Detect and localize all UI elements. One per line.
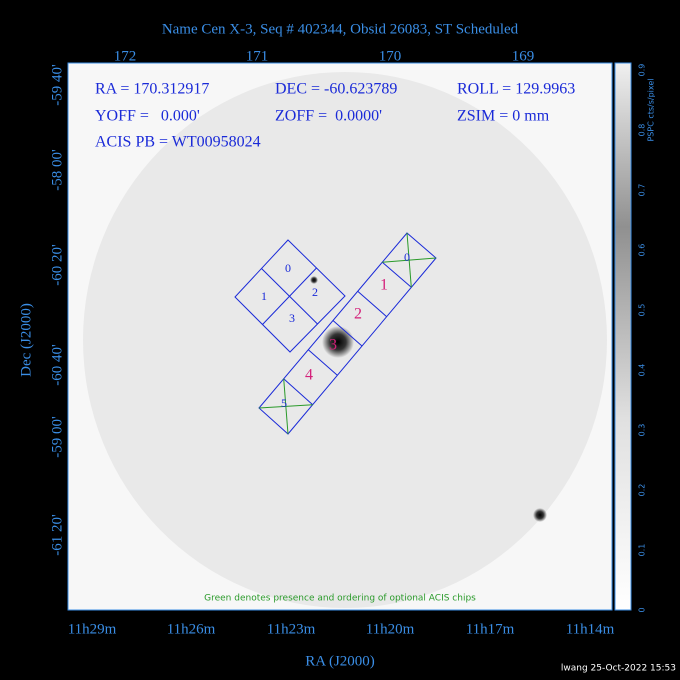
left-tick-label: -59 00': [49, 416, 65, 458]
bottom-tick-label: 11h29m: [68, 621, 117, 637]
chip-label: 2: [312, 285, 318, 299]
colorbar: [614, 62, 632, 611]
bottom-tick-label: 11h17m: [466, 621, 515, 637]
top-tick-label: 171: [246, 48, 269, 64]
colorbar-tick-label: 0.1: [638, 544, 647, 557]
info-zoff: ZOFF = 0.0000': [275, 108, 382, 125]
top-tick-label: 169: [512, 48, 535, 64]
info-yoff: YOFF = 0.000': [95, 108, 200, 125]
optional-chip-marks: [258, 232, 437, 435]
chip-label: 3: [289, 311, 295, 325]
image: [67, 62, 613, 611]
chip-label: 2: [354, 306, 362, 323]
colorbar-tick-label: 0: [638, 607, 647, 612]
acis-i-outline: [234, 239, 346, 353]
left-tick-label: -60 20': [49, 244, 65, 286]
colorbar-tick-label: 0.4: [638, 364, 647, 377]
left-tick-label: -59 40': [49, 64, 65, 106]
info-dec: DEC = -60.623789: [275, 81, 397, 98]
info-zsim: ZSIM = 0 mm: [457, 108, 550, 125]
bottom-tick-label: 11h26m: [167, 621, 216, 637]
left-tick-label: -61 20': [49, 514, 65, 556]
info-ra: RA = 170.312917: [95, 81, 209, 98]
chip-label: 3: [329, 337, 337, 354]
left-tick-label: -58 00': [49, 149, 65, 191]
colorbar-tick-label: 0.6: [638, 244, 647, 257]
colorbar-tick-label: 0.2: [638, 484, 647, 497]
bottom-tick-label: 11h14m: [566, 621, 615, 637]
chip-label: 4: [305, 367, 313, 384]
x-axis-label: RA (J2000): [305, 653, 375, 669]
footnote: Green denotes presence and ordering of o…: [204, 594, 476, 604]
chip-label: 1: [380, 277, 388, 294]
top-tick-label: 172: [114, 48, 137, 64]
chip-label: 5: [281, 396, 287, 410]
chip-label: 1: [261, 289, 267, 303]
colorbar-tick-label: 0.8: [638, 124, 647, 137]
chip-label: 0: [285, 261, 291, 275]
colorbar-tick-label: 0.7: [638, 184, 647, 197]
left-tick-label: -60 40': [49, 344, 65, 386]
colorbar-tick-label: 0.9: [638, 64, 647, 77]
info-roll: ROLL = 129.9963: [457, 81, 575, 98]
bottom-tick-label: 11h23m: [267, 621, 316, 637]
bottom-tick-label: 11h20m: [366, 621, 415, 637]
colorbar-tick-label: 0.3: [638, 424, 647, 437]
colorbar-tick-label: 0.5: [638, 304, 647, 317]
colorbar-label: PSPC cts/s/pixel: [647, 78, 656, 141]
info-acis-pb: ACIS PB = WT00958024: [95, 134, 261, 151]
colorbar-ticks: 0 0.1 0.2 0.3 0.4 0.5 0.6 0.7 0.8 0.9: [638, 64, 647, 613]
credit: lwang 25-Oct-2022 15:53: [561, 664, 676, 674]
top-tick-label: 170: [379, 48, 402, 64]
y-axis-label: Dec (J2000): [18, 303, 34, 377]
chip-label: 0: [404, 250, 410, 264]
title: Name Cen X-3, Seq # 402344, Obsid 26083,…: [162, 21, 519, 37]
